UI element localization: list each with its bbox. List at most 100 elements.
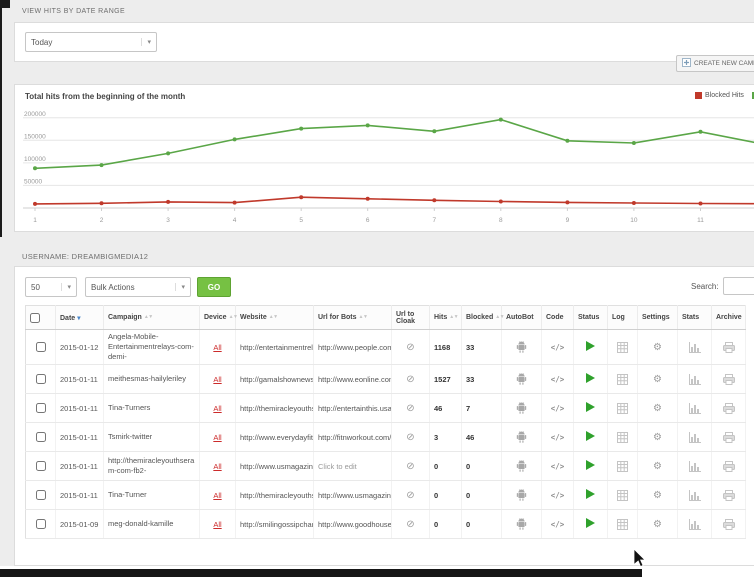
autobot-android-icon[interactable] [516,489,527,502]
settings-gear-icon[interactable]: ⚙ [653,341,662,353]
column-header-url-for-bots[interactable]: Url for Bots ▲▼ [313,305,392,330]
archive-icon[interactable] [722,373,735,385]
cloak-icon[interactable]: ⊘ [406,489,415,501]
device-all-link[interactable]: All [213,519,222,529]
row-checkbox[interactable] [35,490,46,501]
archive-icon[interactable] [722,431,735,443]
stats-icon[interactable] [688,518,701,530]
settings-gear-icon[interactable]: ⚙ [653,460,662,472]
autobot-android-icon[interactable] [516,460,527,473]
search-input[interactable] [723,277,754,295]
device-all-link[interactable]: All [213,374,222,384]
row-checkbox[interactable] [35,374,46,385]
sort-icon[interactable]: ▲▼ [358,314,368,321]
status-play-icon[interactable] [586,431,595,442]
autobot-android-icon[interactable] [516,341,527,354]
log-icon[interactable] [617,341,628,353]
column-header-stats[interactable]: Stats [677,305,712,330]
settings-gear-icon[interactable]: ⚙ [653,431,662,443]
log-icon[interactable] [617,518,628,530]
log-icon[interactable] [617,373,628,385]
row-checkbox[interactable] [35,519,46,530]
cloak-icon[interactable]: ⊘ [406,373,415,385]
stats-icon[interactable] [688,341,701,353]
settings-gear-icon[interactable]: ⚙ [653,489,662,501]
date-range-select[interactable]: Today ▾ [25,32,157,52]
code-icon[interactable]: </> [550,342,565,352]
stats-icon[interactable] [688,402,701,414]
settings-gear-icon[interactable]: ⚙ [653,402,662,414]
status-play-icon[interactable] [586,402,595,413]
archive-icon[interactable] [722,341,735,353]
column-header-url-to-cloak[interactable]: Url to Cloak [391,305,430,330]
archive-icon[interactable] [722,518,735,530]
row-checkbox[interactable] [35,461,46,472]
select-all-checkbox[interactable] [30,312,40,323]
device-all-link[interactable]: All [213,490,222,500]
log-icon[interactable] [617,460,628,472]
column-header-website[interactable]: Website ▲▼ [235,305,314,330]
settings-gear-icon[interactable]: ⚙ [653,373,662,385]
column-header-blocked[interactable]: Blocked ▲▼ [461,305,505,330]
column-header-log[interactable]: Log [607,305,638,330]
column-header-hits[interactable]: Hits ▲▼ [429,305,462,330]
column-header-autobot[interactable]: AutoBot [501,305,542,330]
device-all-link[interactable]: All [213,432,222,442]
code-icon[interactable]: </> [550,432,565,442]
row-checkbox[interactable] [35,403,46,414]
log-icon[interactable] [617,431,628,443]
sort-icon[interactable]: ▲▼ [143,314,153,321]
column-header-date[interactable]: Date ▾ [55,305,104,330]
column-header-settings[interactable]: Settings [637,305,678,330]
sort-icon[interactable]: ▲▼ [449,314,459,321]
code-icon[interactable]: </> [550,490,565,500]
sort-icon[interactable]: ▲▼ [495,314,505,321]
archive-icon[interactable] [722,489,735,501]
cloak-icon[interactable]: ⊘ [406,431,415,443]
autobot-android-icon[interactable] [516,373,527,386]
stats-icon[interactable] [688,373,701,385]
page-size-select[interactable]: 50 ▾ [25,277,77,297]
cloak-icon[interactable]: ⊘ [406,518,415,530]
log-icon[interactable] [617,402,628,414]
column-header-status[interactable]: Status [573,305,608,330]
row-checkbox[interactable] [35,342,46,353]
sort-desc-icon[interactable]: ▾ [77,314,80,322]
autobot-android-icon[interactable] [516,518,527,531]
create-campaign-button[interactable]: CREATE NEW CAMPAIGN [676,55,754,72]
cloak-icon[interactable]: ⊘ [406,341,415,353]
sort-icon[interactable]: ▲▼ [228,314,238,321]
code-icon[interactable]: </> [550,374,565,384]
device-all-link[interactable]: All [213,461,222,471]
autobot-android-icon[interactable] [516,431,527,444]
cloak-icon[interactable]: ⊘ [406,460,415,472]
bulk-actions-select[interactable]: Bulk Actions ▾ [85,277,191,297]
archive-icon[interactable] [722,460,735,472]
stats-icon[interactable] [688,431,701,443]
device-all-link[interactable]: All [213,403,222,413]
log-icon[interactable] [617,489,628,501]
autobot-android-icon[interactable] [516,402,527,415]
status-play-icon[interactable] [586,460,595,471]
sort-icon[interactable]: ▲▼ [268,314,278,321]
device-all-link[interactable]: All [213,342,222,352]
status-play-icon[interactable] [586,489,595,500]
settings-gear-icon[interactable]: ⚙ [653,518,662,530]
code-icon[interactable]: </> [550,403,565,413]
status-play-icon[interactable] [586,341,595,352]
code-icon[interactable]: </> [550,461,565,471]
column-header-campaign[interactable]: Campaign ▲▼ [103,305,200,330]
go-button[interactable]: GO [197,277,231,297]
stats-icon[interactable] [688,489,701,501]
stats-icon[interactable] [688,460,701,472]
cell-url-for-bots[interactable]: Click to edit [313,451,392,482]
archive-icon[interactable] [722,402,735,414]
code-icon[interactable]: </> [550,519,565,529]
column-header-code[interactable]: Code [541,305,574,330]
column-header-archive[interactable]: Archive [711,305,746,330]
row-checkbox[interactable] [35,432,46,443]
cloak-icon[interactable]: ⊘ [406,402,415,414]
status-play-icon[interactable] [586,518,595,529]
status-play-icon[interactable] [586,373,595,384]
column-header-device[interactable]: Device ▲▼ [199,305,238,330]
